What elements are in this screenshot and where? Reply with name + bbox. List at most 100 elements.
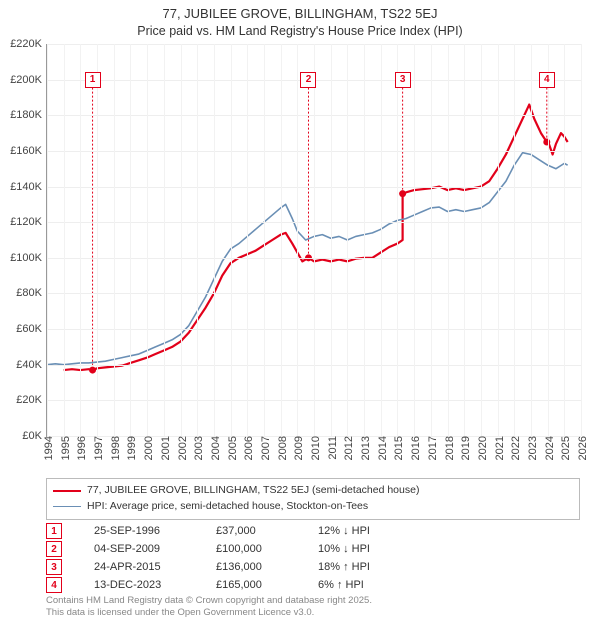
ytick-label: £40K (0, 359, 42, 371)
legend-box: 77, JUBILEE GROVE, BILLINGHAM, TS22 5EJ … (46, 478, 580, 520)
xtick-label: 2010 (310, 436, 316, 460)
xtick-gridline (564, 44, 565, 436)
marker-label-box: 2 (300, 72, 316, 88)
xtick-label: 2020 (477, 436, 483, 460)
sales-row: 4 13-DEC-2023 £165,000 6% ↑ HPI (46, 576, 398, 594)
xtick-label: 2000 (143, 436, 149, 460)
sales-pct-vs-hpi: 18% ↑ HPI (318, 561, 398, 573)
xtick-gridline (214, 44, 215, 436)
xtick-label: 2026 (577, 436, 583, 460)
xtick-gridline (498, 44, 499, 436)
xtick-gridline (481, 44, 482, 436)
xtick-gridline (397, 44, 398, 436)
xtick-gridline (114, 44, 115, 436)
xtick-label: 1997 (93, 436, 99, 460)
xtick-gridline (97, 44, 98, 436)
legend-label-price-paid: 77, JUBILEE GROVE, BILLINGHAM, TS22 5EJ … (87, 483, 419, 499)
xtick-gridline (64, 44, 65, 436)
xtick-label: 2007 (260, 436, 266, 460)
xtick-gridline (147, 44, 148, 436)
xtick-label: 2002 (177, 436, 183, 460)
xtick-label: 1998 (110, 436, 116, 460)
sales-price: £165,000 (216, 579, 286, 591)
attribution-line-2: This data is licensed under the Open Gov… (46, 607, 372, 618)
xtick-label: 2005 (227, 436, 233, 460)
xtick-gridline (47, 44, 48, 436)
xtick-gridline (314, 44, 315, 436)
ytick-label: £220K (0, 38, 42, 50)
marker-label-box: 1 (85, 72, 101, 88)
sales-pct-vs-hpi: 6% ↑ HPI (318, 579, 398, 591)
legend-swatch-price-paid (53, 490, 81, 492)
xtick-gridline (514, 44, 515, 436)
sales-row: 204-SEP-2009£100,00010% ↓ HPI (46, 540, 398, 558)
xtick-label: 2019 (460, 436, 466, 460)
xtick-gridline (264, 44, 265, 436)
xtick-label: 2004 (210, 436, 216, 460)
xtick-gridline (448, 44, 449, 436)
xtick-gridline (331, 44, 332, 436)
title-line-2: Price paid vs. HM Land Registry's House … (0, 23, 600, 39)
xtick-label: 2024 (544, 436, 550, 460)
xtick-gridline (381, 44, 382, 436)
xtick-label: 1999 (126, 436, 132, 460)
xtick-label: 1994 (43, 436, 49, 460)
xtick-label: 2023 (527, 436, 533, 460)
xtick-label: 2008 (277, 436, 283, 460)
xtick-gridline (548, 44, 549, 436)
ytick-label: £80K (0, 287, 42, 299)
marker-dot (89, 367, 96, 374)
sales-date: 24-APR-2015 (94, 561, 184, 573)
xtick-gridline (364, 44, 365, 436)
xtick-label: 2018 (444, 436, 450, 460)
sales-date: 13-DEC-2023 (94, 579, 184, 591)
xtick-label: 2001 (160, 436, 166, 460)
xtick-gridline (130, 44, 131, 436)
sales-marker-icon: 2 (46, 541, 62, 557)
xtick-label: 2021 (494, 436, 500, 460)
title-line-1: 77, JUBILEE GROVE, BILLINGHAM, TS22 5EJ (0, 6, 600, 23)
marker-label-box: 4 (539, 72, 555, 88)
xtick-label: 1996 (76, 436, 82, 460)
xtick-gridline (281, 44, 282, 436)
xtick-label: 2014 (377, 436, 383, 460)
sales-price: £136,000 (216, 561, 286, 573)
xtick-gridline (181, 44, 182, 436)
xtick-label: 2003 (193, 436, 199, 460)
sales-date: 25-SEP-1996 (94, 525, 184, 537)
legend-item-hpi: HPI: Average price, semi-detached house,… (53, 499, 573, 515)
xtick-label: 2016 (410, 436, 416, 460)
sales-price: £37,000 (216, 525, 286, 537)
chart-title: 77, JUBILEE GROVE, BILLINGHAM, TS22 5EJ … (0, 0, 600, 39)
xtick-gridline (197, 44, 198, 436)
xtick-label: 2009 (293, 436, 299, 460)
xtick-gridline (531, 44, 532, 436)
xtick-label: 2025 (560, 436, 566, 460)
xtick-label: 2006 (243, 436, 249, 460)
ytick-label: £20K (0, 394, 42, 406)
xtick-label: 2011 (327, 436, 333, 460)
ytick-label: £160K (0, 145, 42, 157)
sales-row: 3 24-APR-2015 £136,000 18% ↑ HPI (46, 558, 398, 576)
sales-row: 125-SEP-1996£37,00012% ↓ HPI (46, 522, 398, 540)
chart-plot-area: 1994199519961997199819992000200120022003… (46, 44, 581, 437)
ytick-label: £200K (0, 74, 42, 86)
ytick-label: £0K (0, 430, 42, 442)
xtick-gridline (231, 44, 232, 436)
marker-dot (399, 190, 406, 197)
xtick-label: 2012 (343, 436, 349, 460)
attribution-line-1: Contains HM Land Registry data © Crown c… (46, 595, 372, 606)
legend-item-price-paid: 77, JUBILEE GROVE, BILLINGHAM, TS22 5EJ … (53, 483, 573, 499)
sales-table: 125-SEP-1996£37,00012% ↓ HPI204-SEP-2009… (46, 522, 398, 594)
sales-date: 04-SEP-2009 (94, 543, 184, 555)
sales-pct-vs-hpi: 12% ↓ HPI (318, 525, 398, 537)
xtick-gridline (80, 44, 81, 436)
xtick-label: 2013 (360, 436, 366, 460)
xtick-label: 2017 (427, 436, 433, 460)
xtick-label: 2015 (393, 436, 399, 460)
xtick-gridline (581, 44, 582, 436)
sales-marker-icon: 4 (46, 577, 62, 593)
sales-marker-icon: 3 (46, 559, 62, 575)
legend-swatch-hpi (53, 506, 81, 507)
ytick-label: £140K (0, 181, 42, 193)
